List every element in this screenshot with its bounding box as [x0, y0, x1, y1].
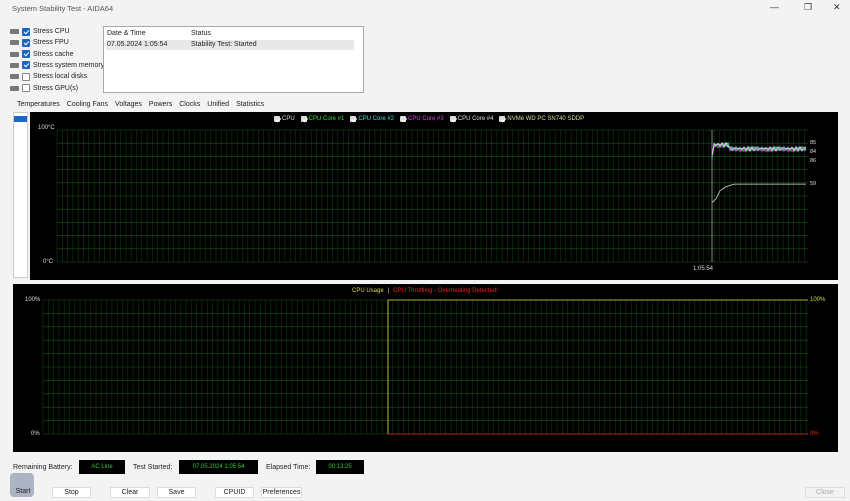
close-button[interactable]: Close	[805, 487, 845, 498]
preferences-button[interactable]: Preferences	[261, 487, 302, 498]
y-max-label: 100°C	[38, 125, 55, 131]
app-icon	[10, 473, 34, 497]
legend-item[interactable]: CPU	[274, 116, 295, 122]
cpu-usage-series	[387, 299, 808, 434]
legend-label: CPU	[282, 116, 295, 122]
option-label: Stress GPU(s)	[33, 84, 79, 92]
stress-option[interactable]: Stress local disks	[10, 71, 87, 82]
test-started-value: 07.05.2024 1:05:54	[179, 460, 258, 474]
tab-clocks[interactable]: Clocks	[179, 101, 201, 108]
tab-voltages[interactable]: Voltages	[115, 101, 142, 108]
y-min-label: 0°C	[43, 259, 54, 265]
save-button[interactable]: Save	[157, 487, 196, 498]
legend-checkbox[interactable]	[350, 116, 357, 122]
legend-checkbox[interactable]	[449, 116, 456, 122]
stress-option[interactable]: Stress cache	[10, 49, 73, 60]
minimize-button[interactable]: —	[770, 2, 779, 12]
legend-checkbox[interactable]	[274, 116, 280, 122]
close-window-button[interactable]: ✕	[833, 2, 841, 12]
elapsed-label: Elapsed Time:	[266, 464, 311, 471]
checkbox[interactable]	[22, 38, 30, 47]
option-label: Stress cache	[33, 50, 74, 58]
legend-item[interactable]: NVMe WD PC SN740 SDDP	[499, 116, 584, 122]
cache-icon	[10, 51, 19, 57]
tab-powers[interactable]: Powers	[148, 101, 173, 108]
gpu-icon	[10, 85, 19, 91]
legend-checkbox[interactable]	[400, 116, 407, 122]
end-label: 86	[810, 158, 817, 164]
tab-temperatures[interactable]: Temperatures	[17, 101, 60, 108]
legend-label: CPU Core #4	[457, 116, 494, 122]
core-temp-series	[711, 141, 807, 156]
legend-item[interactable]: CPU Core #2	[350, 116, 394, 122]
checkbox[interactable]	[22, 72, 30, 81]
tab-bar: Temperatures Cooling Fans Voltages Power…	[17, 101, 264, 108]
temperature-chart: CPU CPU Core #1 CPU Core #2 CPU Core #3 CPU …	[30, 112, 838, 280]
legend-label: CPU Core #3	[408, 116, 444, 122]
cpu-icon	[10, 29, 19, 34]
legend-label: CPU Core #1	[308, 116, 345, 122]
legend-label: NVMe WD PC SN740 SDDP	[507, 116, 585, 122]
elapsed-value: 00:13:25	[316, 460, 364, 474]
option-label: Stress CPU	[33, 28, 70, 35]
window-title: System Stability Test - AIDA64	[12, 4, 114, 13]
checkbox[interactable]	[22, 61, 30, 70]
option-label: Stress system memory	[33, 61, 105, 69]
stress-option[interactable]: Stress system memory	[10, 60, 104, 71]
usage-legend: CPU Usage	[352, 288, 384, 294]
right-top-label: 100%	[810, 297, 826, 303]
checkbox[interactable]	[22, 50, 30, 59]
stress-option[interactable]: Stress GPU(s)	[10, 83, 78, 94]
left-top-label: 100%	[25, 297, 41, 303]
legend-checkbox[interactable]	[499, 116, 506, 122]
cpu-temp-series	[711, 183, 806, 203]
throttle-legend: CPU Throttling - Overheating Detected!	[393, 288, 498, 294]
checkbox[interactable]	[22, 84, 30, 92]
legend-separator: |	[387, 288, 390, 294]
left-bottom-label: 0%	[31, 431, 40, 437]
stress-option[interactable]: Stress CPU	[10, 26, 70, 37]
scrollbar-thumb[interactable]	[14, 116, 27, 122]
time-label: 1:05:54	[693, 266, 714, 272]
sensor-scrollbar[interactable]	[13, 112, 28, 278]
battery-label: Remaining Battery:	[13, 464, 73, 471]
legend-checkbox[interactable]	[300, 116, 307, 122]
end-label: 84	[810, 149, 817, 155]
stop-button[interactable]: Stop	[52, 487, 91, 498]
test-started-label: Test Started:	[133, 464, 173, 471]
log-datetime: 07.05.2024 1:05:54	[107, 41, 168, 48]
option-label: Stress local disks	[33, 73, 88, 81]
log-header-status: Status	[191, 30, 211, 37]
end-label: 59	[810, 181, 817, 187]
event-log: Date & Time Status 07.05.2024 1:05:54 St…	[103, 26, 364, 93]
tab-statistics[interactable]: Statistics	[236, 101, 265, 108]
disk-icon	[10, 74, 19, 80]
clear-button[interactable]: Clear	[110, 487, 150, 498]
right-bottom-label: 0%	[810, 431, 819, 437]
log-row[interactable]	[106, 40, 354, 50]
memory-icon	[10, 62, 19, 68]
start-button[interactable]: Start	[15, 488, 31, 495]
option-label: Stress FPU	[33, 39, 69, 47]
end-label: 85	[810, 140, 817, 146]
maximize-button[interactable]: ❐	[804, 2, 813, 12]
fpu-icon	[10, 40, 19, 46]
legend-label: CPU Core #2	[358, 116, 395, 122]
tab-cooling-fans[interactable]: Cooling Fans	[66, 101, 109, 108]
log-status: Stability Test: Started	[191, 41, 257, 48]
legend-item[interactable]: CPU Core #4	[449, 116, 494, 122]
checkbox[interactable]	[22, 27, 30, 36]
cpu-usage-chart: CPU Usage | CPU Throttling - Overheating…	[13, 284, 838, 452]
legend-item[interactable]: CPU Core #1	[300, 116, 345, 122]
battery-value: AC Line	[79, 460, 125, 474]
stress-option[interactable]: Stress FPU	[10, 37, 69, 48]
tab-unified[interactable]: Unified	[207, 101, 230, 108]
legend-item[interactable]: CPU Core #3	[400, 116, 444, 122]
log-header-datetime: Date & Time	[107, 30, 146, 37]
cpuid-button[interactable]: CPUID	[215, 487, 254, 498]
